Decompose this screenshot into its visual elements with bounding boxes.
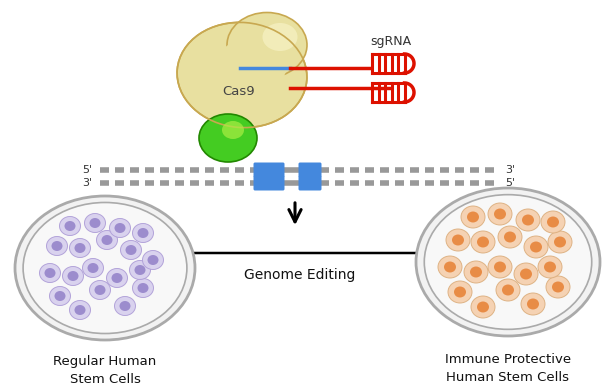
- Ellipse shape: [416, 188, 600, 336]
- Ellipse shape: [134, 265, 146, 275]
- Ellipse shape: [496, 279, 520, 301]
- Ellipse shape: [49, 286, 71, 306]
- Ellipse shape: [129, 260, 151, 280]
- Ellipse shape: [70, 239, 90, 257]
- Ellipse shape: [470, 267, 482, 278]
- Ellipse shape: [199, 114, 257, 162]
- Ellipse shape: [217, 38, 287, 93]
- Ellipse shape: [121, 241, 142, 260]
- Ellipse shape: [554, 236, 566, 247]
- Ellipse shape: [82, 259, 104, 278]
- Ellipse shape: [60, 216, 81, 236]
- Ellipse shape: [112, 273, 123, 283]
- Ellipse shape: [115, 223, 126, 233]
- Ellipse shape: [520, 268, 532, 280]
- Ellipse shape: [522, 214, 534, 226]
- Ellipse shape: [137, 228, 148, 238]
- Ellipse shape: [494, 208, 506, 219]
- Ellipse shape: [538, 256, 562, 278]
- Ellipse shape: [514, 263, 538, 285]
- Ellipse shape: [101, 235, 112, 245]
- Ellipse shape: [74, 305, 85, 315]
- Ellipse shape: [115, 296, 135, 316]
- Ellipse shape: [454, 286, 466, 298]
- Ellipse shape: [87, 263, 98, 273]
- Ellipse shape: [530, 242, 542, 252]
- Ellipse shape: [51, 241, 62, 251]
- Ellipse shape: [45, 268, 56, 278]
- Ellipse shape: [461, 206, 485, 228]
- Text: Immune Protective
Human Stem Cells: Immune Protective Human Stem Cells: [445, 353, 571, 383]
- Ellipse shape: [502, 285, 514, 296]
- Text: 5': 5': [82, 165, 92, 175]
- Ellipse shape: [425, 195, 592, 329]
- Text: 5': 5': [505, 178, 515, 188]
- Ellipse shape: [46, 236, 68, 255]
- Ellipse shape: [477, 301, 489, 313]
- Ellipse shape: [494, 262, 506, 272]
- Ellipse shape: [54, 291, 65, 301]
- Ellipse shape: [90, 280, 110, 300]
- Ellipse shape: [68, 271, 79, 281]
- Ellipse shape: [15, 196, 195, 340]
- Ellipse shape: [23, 203, 187, 334]
- Ellipse shape: [552, 282, 564, 293]
- Ellipse shape: [137, 283, 148, 293]
- Ellipse shape: [222, 121, 244, 139]
- Ellipse shape: [70, 301, 90, 319]
- Ellipse shape: [547, 216, 559, 228]
- Ellipse shape: [467, 211, 479, 223]
- Ellipse shape: [40, 264, 60, 283]
- Ellipse shape: [548, 231, 572, 253]
- Ellipse shape: [488, 203, 512, 225]
- Text: Genome Editing: Genome Editing: [245, 268, 356, 282]
- Ellipse shape: [541, 211, 565, 233]
- Ellipse shape: [488, 256, 512, 278]
- Ellipse shape: [120, 301, 131, 311]
- Ellipse shape: [504, 231, 516, 242]
- Ellipse shape: [471, 296, 495, 318]
- Text: 3': 3': [505, 165, 515, 175]
- Ellipse shape: [516, 209, 540, 231]
- Ellipse shape: [524, 236, 548, 258]
- FancyBboxPatch shape: [254, 162, 284, 177]
- Ellipse shape: [107, 268, 127, 288]
- Ellipse shape: [177, 22, 307, 128]
- Text: Cas9: Cas9: [222, 85, 254, 98]
- Ellipse shape: [438, 256, 462, 278]
- Ellipse shape: [132, 278, 154, 298]
- Ellipse shape: [446, 229, 470, 251]
- Ellipse shape: [448, 281, 472, 303]
- FancyBboxPatch shape: [254, 175, 284, 190]
- Ellipse shape: [85, 213, 106, 232]
- Text: sgRNA: sgRNA: [370, 35, 411, 48]
- Text: 3': 3': [82, 178, 92, 188]
- Ellipse shape: [544, 262, 556, 272]
- Ellipse shape: [74, 243, 85, 253]
- Ellipse shape: [527, 298, 539, 309]
- Text: Regular Human
Stem Cells: Regular Human Stem Cells: [54, 355, 157, 383]
- Ellipse shape: [521, 293, 545, 315]
- Ellipse shape: [546, 276, 570, 298]
- Ellipse shape: [471, 231, 495, 253]
- Ellipse shape: [62, 267, 84, 285]
- Ellipse shape: [132, 224, 154, 242]
- FancyBboxPatch shape: [298, 175, 321, 190]
- Ellipse shape: [126, 245, 137, 255]
- Ellipse shape: [464, 261, 488, 283]
- Ellipse shape: [262, 23, 298, 51]
- Ellipse shape: [444, 262, 456, 272]
- Ellipse shape: [95, 285, 106, 295]
- Ellipse shape: [227, 13, 307, 77]
- Ellipse shape: [110, 218, 131, 237]
- FancyBboxPatch shape: [298, 162, 321, 177]
- Ellipse shape: [90, 218, 101, 228]
- Ellipse shape: [477, 236, 489, 247]
- Ellipse shape: [498, 226, 522, 248]
- Ellipse shape: [143, 250, 163, 270]
- Ellipse shape: [65, 221, 76, 231]
- Ellipse shape: [148, 255, 159, 265]
- Ellipse shape: [96, 231, 118, 249]
- Ellipse shape: [452, 234, 464, 246]
